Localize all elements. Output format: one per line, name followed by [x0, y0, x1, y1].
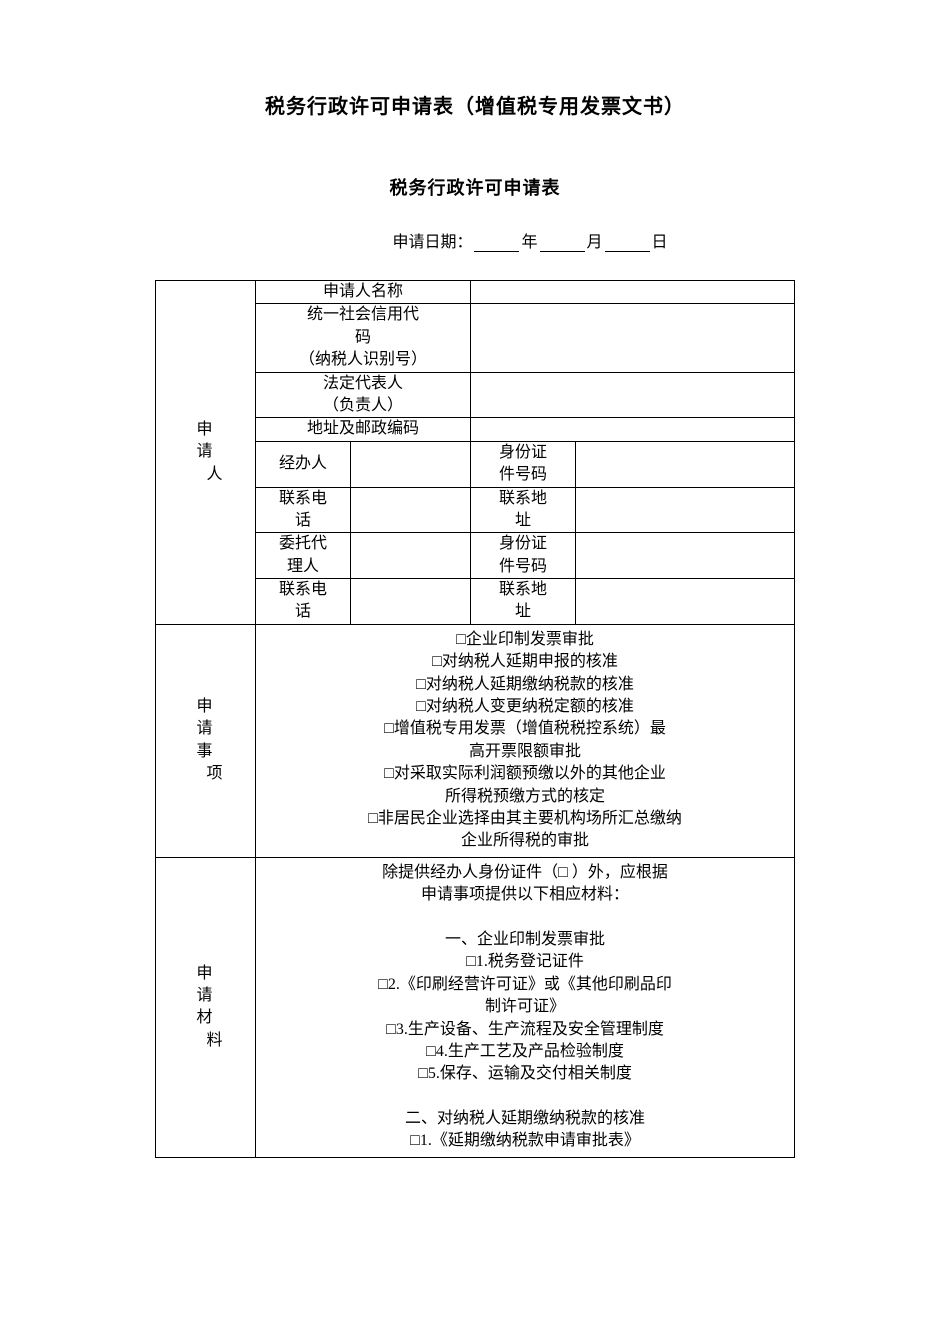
label-line: 联系地: [499, 581, 547, 598]
credit-code-value: [471, 304, 795, 372]
application-date-line: 申请日期： 年 月 日: [155, 228, 795, 252]
applicant-name-label: 申请人名称: [256, 281, 471, 304]
form-title: 税务行政许可申请表: [155, 174, 795, 200]
materials-section-header: 申 请 材 料: [156, 857, 256, 1157]
agent-id-label: 身份证 件号码: [471, 533, 576, 579]
materials-content: 除提供经办人身份证件（□ ）外，应根据申请事项提供以下相应材料： 一、企业印制发…: [256, 857, 795, 1157]
matters-section-header: 申 请 事 项: [156, 624, 256, 857]
header-char: 料: [156, 1030, 255, 1052]
agent-value: [351, 533, 471, 579]
document-title: 税务行政许可申请表（增值税专用发票文书）: [155, 90, 795, 119]
applicant-name-value: [471, 281, 795, 304]
agent-phone-label: 联系电 话: [256, 579, 351, 625]
header-char: 项: [156, 763, 255, 785]
agent-addr-label: 联系地 址: [471, 579, 576, 625]
label-line: （纳税人识别号）: [299, 351, 427, 368]
matters-content: □企业印制发票审批□对纳税人延期申报的核准□对纳税人延期缴纳税款的核准□对纳税人…: [256, 624, 795, 857]
agent-label: 委托代 理人: [256, 533, 351, 579]
credit-code-label: 统一社会信用代 码 （纳税人识别号）: [256, 304, 471, 372]
label-line: 话: [295, 603, 311, 620]
label-line: 件号码: [499, 466, 547, 483]
header-char: 申: [156, 419, 255, 441]
agent-addr-value: [576, 579, 795, 625]
month-blank: [540, 234, 585, 252]
label-line: 法定代表人: [323, 375, 403, 392]
label-line: 身份证: [499, 535, 547, 552]
legal-rep-value: [471, 372, 795, 418]
address-value: [471, 418, 795, 441]
header-char: 请: [156, 985, 255, 1007]
handler-addr-value: [576, 487, 795, 533]
header-char: 申: [156, 696, 255, 718]
label-line: 址: [515, 512, 531, 529]
applicant-section-header: 申 请 人: [156, 281, 256, 625]
header-char: 材: [156, 1007, 255, 1029]
label-line: 身份证: [499, 444, 547, 461]
header-char: 人: [156, 464, 255, 486]
year-label: 年: [521, 234, 537, 251]
header-char: 申: [156, 963, 255, 985]
label-line: 码: [355, 329, 371, 346]
agent-phone-value: [351, 579, 471, 625]
handler-value: [351, 441, 471, 487]
handler-phone-label: 联系电 话: [256, 487, 351, 533]
header-char: 事: [156, 741, 255, 763]
application-table: 申 请 人 申请人名称 统一社会信用代 码 （纳税人识别号） 法定代表人 （负责…: [155, 280, 795, 1158]
label-line: 联系电: [279, 490, 327, 507]
header-char: 请: [156, 441, 255, 463]
address-label: 地址及邮政编码: [256, 418, 471, 441]
handler-addr-label: 联系地 址: [471, 487, 576, 533]
header-char: 请: [156, 718, 255, 740]
day-blank: [605, 234, 650, 252]
date-prefix: 申请日期：: [392, 234, 472, 251]
label-line: 委托代: [279, 535, 327, 552]
agent-id-value: [576, 533, 795, 579]
label-line: 话: [295, 512, 311, 529]
legal-rep-label: 法定代表人 （负责人）: [256, 372, 471, 418]
label-line: 址: [515, 603, 531, 620]
handler-label: 经办人: [256, 441, 351, 487]
day-label: 日: [652, 234, 668, 251]
label-line: 件号码: [499, 558, 547, 575]
label-line: （负责人）: [323, 397, 403, 414]
label-line: 联系电: [279, 581, 327, 598]
handler-phone-value: [351, 487, 471, 533]
label-line: 理人: [287, 558, 319, 575]
year-blank: [474, 234, 519, 252]
handler-id-value: [576, 441, 795, 487]
month-label: 月: [587, 234, 603, 251]
label-line: 统一社会信用代: [307, 306, 419, 323]
label-line: 联系地: [499, 490, 547, 507]
handler-id-label: 身份证 件号码: [471, 441, 576, 487]
